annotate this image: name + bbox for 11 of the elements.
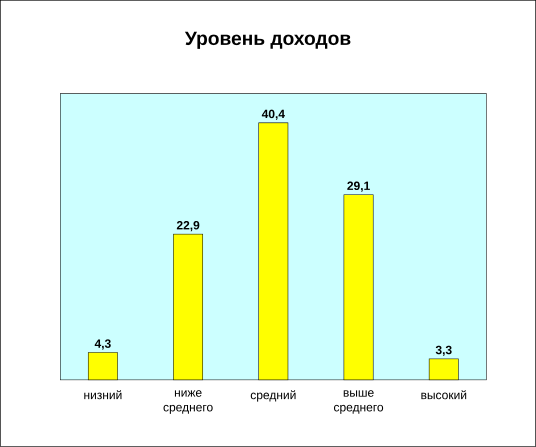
- x-tick-label: выше среднего: [334, 390, 384, 414]
- x-tick-label: ниже среднего: [164, 390, 213, 414]
- data-label: 22,9: [176, 221, 200, 232]
- data-label: 3,3: [436, 346, 452, 356]
- x-tick-label: средний: [250, 390, 296, 402]
- x-tick-label: низний: [84, 390, 122, 400]
- data-label: 4,3: [94, 339, 111, 350]
- data-label: 40,4: [262, 110, 285, 120]
- x-tick-label: высокий: [421, 390, 466, 400]
- chart-title: Уровень доходов: [184, 32, 350, 49]
- data-label: 29,1: [347, 182, 370, 192]
